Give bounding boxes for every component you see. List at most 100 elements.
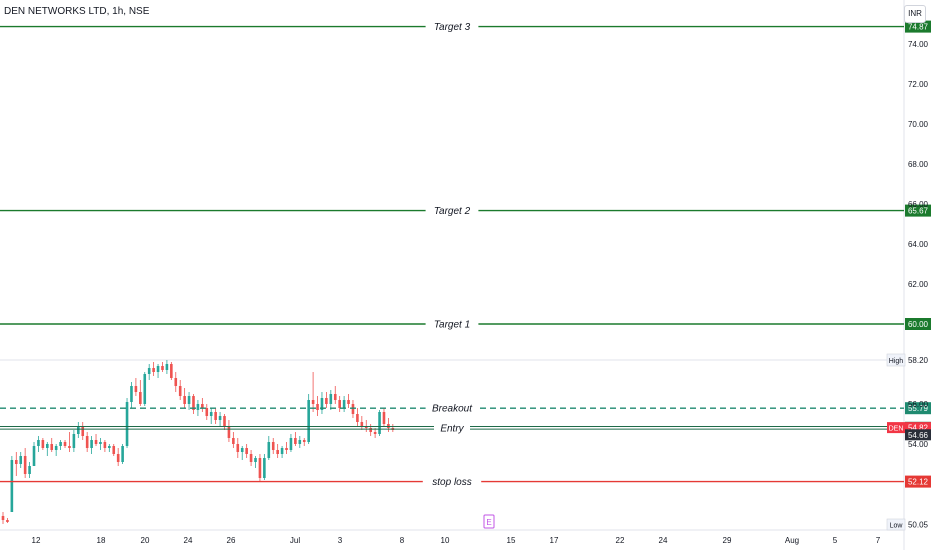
time-tick-label: 18 (97, 536, 106, 545)
candle-down (302, 438, 306, 446)
candle-body (338, 400, 341, 408)
candle-up (10, 456, 14, 512)
candle-up (378, 410, 381, 436)
candle-body (54, 446, 58, 450)
candle-down (369, 424, 372, 436)
candle-down (356, 408, 359, 426)
candle-up (298, 436, 302, 448)
time-axis: 12 18 20 24 26 Jul 3 8 10 15 17 22 24 29 Aug 5 7 E (32, 514, 881, 545)
candle-down (23, 448, 27, 478)
candle-body (139, 392, 142, 404)
candle-body (147, 368, 151, 374)
candle-body (285, 448, 288, 450)
candle-down (333, 386, 337, 404)
candle-body (81, 426, 85, 436)
candle-up (130, 382, 133, 408)
candle-down (174, 372, 178, 392)
candle-body (356, 414, 359, 422)
candle-body (320, 398, 324, 410)
candle-body (342, 400, 346, 408)
level-price-text: 55.79 (908, 404, 929, 413)
close-value: 54.66 (908, 431, 929, 440)
candle-down (178, 380, 182, 400)
candle-up (143, 372, 147, 406)
candle-body (130, 386, 133, 402)
price-tick-label: 72.00 (908, 80, 929, 89)
time-tick-label: 7 (876, 536, 881, 545)
time-tick-label: 3 (338, 536, 343, 545)
candle-body (382, 412, 386, 424)
candle-up (307, 394, 310, 444)
candle-body (254, 458, 257, 462)
level-entry: Entry54.81 (0, 421, 931, 434)
candle-body (360, 422, 364, 426)
candle-body (333, 394, 337, 400)
candle-up (19, 452, 23, 468)
level-price-text: 52.12 (908, 478, 929, 487)
candle-down (183, 388, 186, 408)
candle-body (108, 446, 111, 448)
time-tick-label: 8 (400, 536, 405, 545)
candle-body (14, 460, 18, 464)
candle-down (201, 398, 204, 412)
candle-down (276, 444, 279, 458)
candle-body (90, 440, 93, 448)
candle-body (28, 466, 31, 474)
candle-up (32, 442, 36, 466)
time-tick-label: 12 (32, 536, 41, 545)
candle-body (152, 368, 155, 372)
candle-down (245, 444, 248, 458)
candle-body (72, 434, 76, 448)
candle-up (289, 434, 293, 452)
candle-down (311, 372, 315, 412)
level-target-2: Target 2 65.67 (0, 204, 931, 217)
candle-body (50, 444, 54, 450)
candle-down (112, 444, 116, 456)
candle-down (192, 394, 195, 414)
candle-up (329, 390, 333, 410)
candle-down (205, 404, 209, 420)
low-badge (886, 518, 906, 531)
candle-up (90, 436, 93, 454)
time-tick-label: 10 (441, 536, 450, 545)
candle-body (32, 446, 36, 466)
time-tick-label: 22 (616, 536, 625, 545)
candle-down (41, 438, 45, 450)
candle-body (267, 442, 271, 458)
candle-down (14, 452, 18, 476)
candle-body (325, 398, 328, 404)
candle-up (240, 446, 244, 460)
candle-down (360, 416, 364, 430)
candle-body (59, 442, 62, 446)
symbol-badge (887, 422, 905, 434)
time-tick-label: 17 (550, 536, 559, 545)
price-tick-label: 68.00 (908, 160, 929, 169)
candle-body (156, 366, 160, 372)
candle-body (143, 374, 147, 404)
candle-body (187, 396, 191, 404)
candle-down (139, 380, 142, 406)
earnings-event-label: E (486, 518, 491, 527)
price-tick-label: 62.00 (908, 280, 929, 289)
currency-button[interactable]: INR (904, 5, 926, 23)
level-price-tag (905, 204, 931, 217)
candle-body (316, 404, 319, 410)
candle-body (165, 364, 169, 370)
candle-up (46, 442, 49, 456)
candle-up (187, 392, 191, 410)
candle-down (1, 512, 5, 524)
earnings-event-marker: E (483, 514, 495, 529)
candle-up (125, 398, 129, 448)
candle-down (232, 432, 235, 448)
candle-body (23, 456, 27, 474)
candle-down (223, 414, 226, 430)
time-tick-label: 24 (184, 536, 193, 545)
time-tick-label: 15 (507, 536, 516, 545)
candle-body (37, 440, 40, 446)
candle-down (68, 432, 71, 452)
candle-body (373, 432, 377, 434)
level-target-3: Target 3 74.87 (0, 20, 931, 33)
candle-down (387, 418, 390, 432)
candle-up (267, 436, 271, 460)
